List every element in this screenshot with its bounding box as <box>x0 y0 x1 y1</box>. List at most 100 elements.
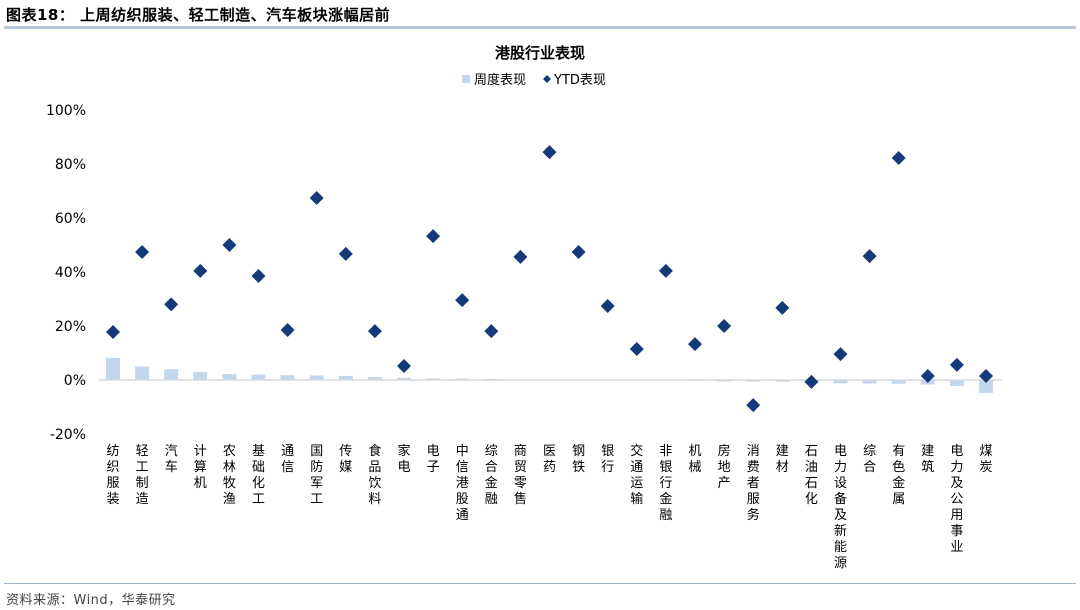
ytd-diamond-marker <box>717 319 732 333</box>
x-category-label: 传媒 <box>339 444 352 475</box>
weekly-bar <box>222 374 237 380</box>
svg-text:饮: 饮 <box>368 476 381 491</box>
svg-text:色: 色 <box>892 459 905 475</box>
svg-text:军: 军 <box>310 476 323 491</box>
ytd-diamond-marker <box>367 324 382 339</box>
svg-text:材: 材 <box>776 460 789 475</box>
ytd-diamond-marker <box>193 263 208 278</box>
svg-text:非: 非 <box>659 444 672 459</box>
ytd-diamond-marker <box>862 249 877 264</box>
svg-text:煤: 煤 <box>979 444 992 459</box>
svg-text:综: 综 <box>863 444 876 459</box>
legend-diamond-icon <box>543 75 551 83</box>
ytd-diamond-marker <box>426 229 441 244</box>
svg-text:媒: 媒 <box>339 460 352 475</box>
svg-text:售: 售 <box>514 491 527 507</box>
weekly-bar <box>862 380 877 384</box>
svg-text:服: 服 <box>106 476 119 491</box>
svg-text:用: 用 <box>950 508 963 523</box>
svg-text:电: 电 <box>427 444 440 459</box>
svg-text:炭: 炭 <box>979 460 992 475</box>
y-tick-label: -20% <box>50 427 86 443</box>
y-axis: 100% 80% 60% 40% 20% 0% -20% <box>46 103 86 443</box>
svg-text:轻: 轻 <box>136 444 149 459</box>
ytd-diamond-marker <box>746 398 761 413</box>
weekly-bars <box>106 357 993 393</box>
svg-text:者: 者 <box>747 476 760 491</box>
svg-text:工: 工 <box>310 492 323 507</box>
ytd-diamond-marker <box>135 245 150 260</box>
svg-text:国: 国 <box>310 444 323 459</box>
ytd-diamond-marker <box>600 299 615 314</box>
svg-text:化: 化 <box>252 476 265 491</box>
svg-text:产: 产 <box>718 476 731 491</box>
svg-text:算: 算 <box>194 460 207 475</box>
svg-text:股: 股 <box>456 492 469 507</box>
x-axis-labels: 纺织服装轻工制造汽车计算机农林牧渔基础化工通信国防军工传媒食品饮料家电电子中信港… <box>106 443 992 571</box>
svg-text:铁: 铁 <box>572 460 585 475</box>
svg-text:油: 油 <box>805 460 818 475</box>
svg-text:地: 地 <box>718 460 731 475</box>
svg-text:汽: 汽 <box>165 444 178 459</box>
svg-text:费: 费 <box>747 460 760 475</box>
svg-text:械: 械 <box>688 460 701 475</box>
ytd-diamond-marker <box>397 358 411 373</box>
ytd-diamond-marker <box>804 374 819 389</box>
svg-text:林: 林 <box>223 460 236 475</box>
svg-text:金: 金 <box>659 491 672 507</box>
weekly-bar <box>164 369 179 380</box>
weekly-bar <box>367 377 382 380</box>
svg-text:及: 及 <box>834 508 847 523</box>
svg-text:计: 计 <box>194 444 207 459</box>
svg-text:消: 消 <box>747 444 760 459</box>
svg-text:力: 力 <box>834 460 847 475</box>
svg-text:行: 行 <box>659 476 672 491</box>
weekly-bar <box>338 375 353 380</box>
weekly-bar <box>309 375 324 380</box>
svg-text:融: 融 <box>659 508 672 523</box>
x-category-label: 钢铁 <box>572 444 585 475</box>
chart-title: 港股行业表现 <box>495 44 585 62</box>
svg-text:通: 通 <box>281 444 294 459</box>
ytd-diamond-marker <box>222 238 237 252</box>
ytd-diamond-marker <box>542 145 557 160</box>
svg-text:基: 基 <box>252 444 265 459</box>
svg-text:品: 品 <box>368 460 381 475</box>
weekly-bar <box>135 366 150 380</box>
svg-text:渔: 渔 <box>223 492 236 507</box>
svg-text:医: 医 <box>543 444 556 459</box>
x-category-label: 银行 <box>601 444 614 475</box>
x-category-label: 综合 <box>863 444 876 475</box>
footer-divider <box>4 583 1076 584</box>
ytd-diamond-marker <box>629 341 644 356</box>
svg-text:电: 电 <box>834 444 847 459</box>
svg-text:钢: 钢 <box>572 444 585 459</box>
svg-text:建: 建 <box>921 444 934 459</box>
ytd-diamond-marker <box>949 357 964 372</box>
ytd-diamond-marker <box>571 245 586 260</box>
svg-text:信: 信 <box>281 460 294 475</box>
svg-text:电: 电 <box>397 460 410 475</box>
svg-text:银: 银 <box>659 460 672 475</box>
svg-text:防: 防 <box>310 459 323 475</box>
svg-text:工: 工 <box>136 460 149 475</box>
svg-text:备: 备 <box>834 491 847 507</box>
ytd-diamond-marker <box>775 300 790 315</box>
svg-text:装: 装 <box>106 492 119 507</box>
svg-text:车: 车 <box>165 459 178 475</box>
svg-text:输: 输 <box>630 491 643 507</box>
legend: 周度表现 YTD表现 <box>462 72 606 88</box>
svg-text:通: 通 <box>456 508 469 523</box>
svg-text:通: 通 <box>630 460 643 475</box>
x-category-label: 建筑 <box>921 444 934 475</box>
svg-text:港: 港 <box>456 476 469 491</box>
weekly-bar <box>746 380 761 382</box>
svg-text:务: 务 <box>747 507 760 523</box>
ytd-diamond-marker <box>280 323 295 338</box>
ytd-diamond-marker <box>513 249 528 264</box>
